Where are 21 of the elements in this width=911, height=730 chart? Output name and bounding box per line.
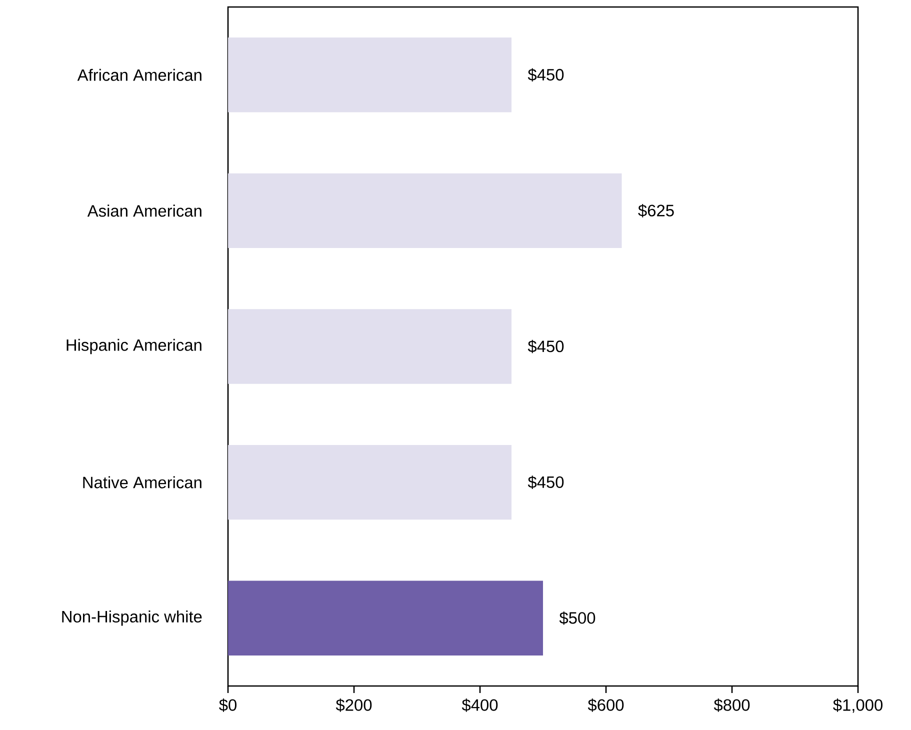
y-tick-label: Non-Hispanic white [62, 610, 202, 626]
x-tick-label: $1,000 [833, 698, 882, 713]
x-tick-label: $800 [714, 698, 750, 712]
data-label: $500 [559, 611, 596, 625]
x-tick-label: $600 [588, 698, 624, 712]
bar [228, 173, 622, 248]
data-label: $450 [528, 476, 564, 489]
data-label: $450 [528, 340, 564, 354]
data-label: $450 [528, 68, 564, 82]
x-tick-label: $400 [462, 698, 498, 712]
x-tick-label: $0 [219, 698, 236, 712]
y-tick-label: Native American [83, 476, 202, 488]
bar [228, 38, 512, 112]
x-tick-label: $200 [336, 698, 372, 712]
y-tick-label: Asian American [87, 204, 202, 217]
y-tick-label: African American [77, 68, 202, 81]
bar [228, 309, 512, 384]
y-tick-label: Hispanic American [66, 338, 202, 354]
bar [228, 444, 512, 520]
data-label: $625 [638, 204, 674, 218]
bar [228, 580, 544, 656]
